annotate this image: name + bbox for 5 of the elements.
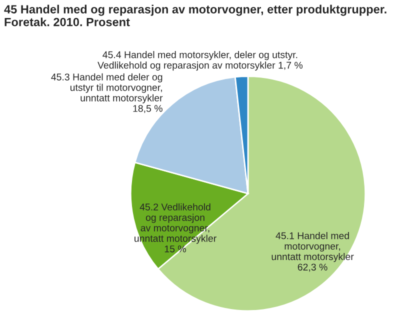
chart-title: 45 Handel med og reparasjon av motorvogner, etter produktgrupper. Foretak. 2010. Prosent [4,4,386,26]
slice-label: 45.4 Handel med motorsykler, deler og utstyr. Vedlikehold og reparasjon av motorsykler 1,7 % [98,51,303,71]
slice-label: 45.3 Handel med deler og utstyr til motorvogner, unntatt motorsykler [51,73,163,104]
data-label: 62,3 % [298,264,328,272]
data-label: 18,5 % [133,105,162,114]
